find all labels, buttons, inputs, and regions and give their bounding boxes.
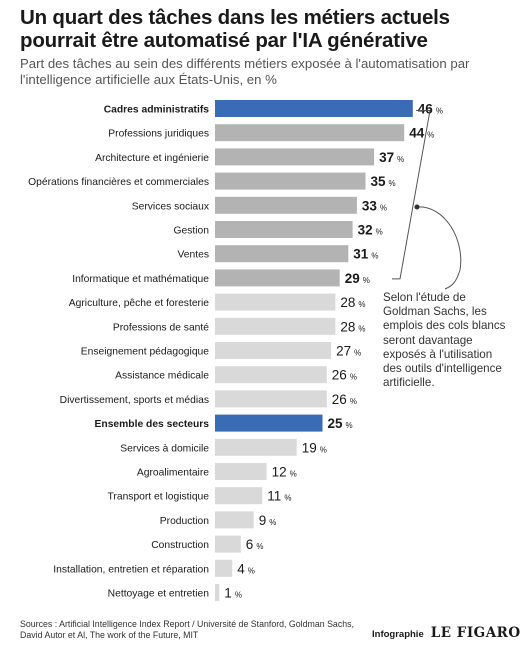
chart-subtitle: Part des tâches au sein des différents m… [20, 56, 470, 87]
connector-dot [414, 204, 420, 210]
category-label: Cadres administratifs [104, 105, 210, 116]
category-label: Enseignement pédagogique [81, 347, 210, 358]
value-label: 37% [379, 150, 404, 165]
bar [215, 148, 375, 166]
value-label: 35% [371, 174, 396, 189]
chart-title: Un quart des tâches dans les métiers act… [20, 6, 450, 52]
bar [215, 511, 254, 529]
value-label: 33% [362, 198, 387, 213]
value-label: 29% [345, 271, 370, 286]
value-label: 26% [332, 368, 357, 383]
infographie-label: Infographie [372, 629, 424, 640]
value-label: 4% [237, 561, 255, 576]
annotation-connector [416, 206, 462, 290]
bar [215, 559, 233, 577]
sources-note: Sources : Artificial Intelligence Index … [20, 619, 354, 640]
bar [215, 535, 241, 553]
goldman-sachs-annotation: Selon l'étude de Goldman Sachs, les empl… [383, 291, 506, 390]
bar [215, 438, 297, 456]
category-label: Professions de santé [113, 322, 209, 333]
category-label: Installation, entretien et réparation [53, 564, 209, 575]
bar [215, 221, 353, 238]
category-label: Transport et logistique [108, 492, 210, 503]
bar [215, 293, 336, 311]
category-label: Agriculture, pêche et foresterie [69, 298, 209, 309]
bar [215, 414, 323, 432]
category-label: Ensemble des secteurs [95, 419, 210, 430]
bar [215, 245, 349, 263]
category-label: Construction [151, 540, 209, 551]
value-label: 9% [259, 513, 277, 528]
value-label: 31% [353, 247, 378, 262]
value-label: 26% [332, 392, 357, 407]
value-label: 1% [224, 586, 242, 601]
category-label: Ventes [178, 250, 210, 261]
bar [215, 390, 327, 408]
category-label: Informatique et mathématique [72, 274, 209, 285]
value-label: 28% [340, 319, 365, 334]
bar [215, 366, 327, 384]
value-label: 28% [340, 295, 365, 310]
category-label: Professions juridiques [108, 129, 209, 140]
le-figaro-logo: LE FIGARO [430, 625, 521, 641]
value-label: 19% [302, 440, 327, 455]
bar [215, 100, 413, 117]
bar [215, 196, 357, 214]
category-label: Production [160, 516, 210, 527]
category-label: Divertissement, sports et médias [60, 395, 209, 406]
value-label: 6% [246, 537, 264, 552]
value-label: 11% [267, 489, 291, 504]
bar [215, 463, 267, 480]
category-label: Opérations financières et commerciales [28, 177, 209, 188]
bar [215, 342, 332, 359]
category-label: Gestion [174, 226, 210, 237]
value-label: 25% [328, 416, 353, 431]
category-label: Nettoyage et entretien [108, 589, 210, 600]
value-label: 46% [418, 102, 443, 117]
category-label: Assistance médicale [115, 371, 209, 382]
category-label: Agroalimentaire [137, 468, 209, 479]
group-bracket [392, 110, 431, 280]
category-label: Architecture et ingénierie [95, 153, 209, 164]
bar [215, 487, 263, 505]
category-label: Services sociaux [132, 201, 210, 212]
value-label: 32% [358, 223, 383, 238]
bar [215, 269, 340, 287]
bar [215, 124, 405, 142]
footer-brand: Infographie LE FIGARO [372, 625, 521, 641]
bar [215, 172, 366, 190]
value-label: 27% [336, 344, 361, 359]
category-label: Services à domicile [120, 443, 209, 454]
bar [215, 317, 336, 335]
value-label: 44% [409, 126, 434, 141]
value-label: 12% [272, 465, 297, 480]
bar [215, 584, 220, 601]
